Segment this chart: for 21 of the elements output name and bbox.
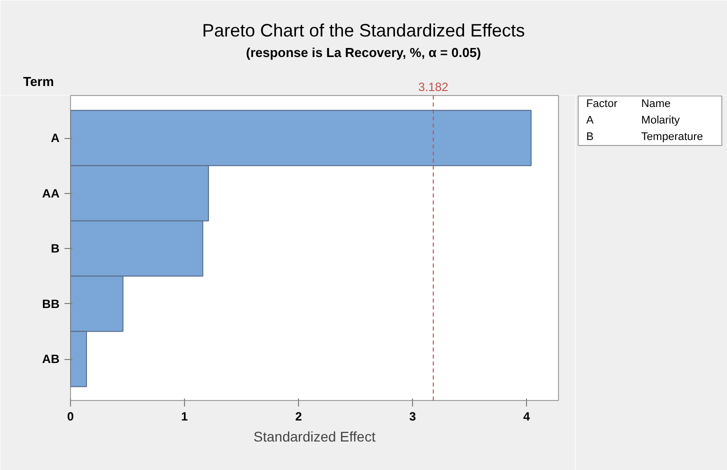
chart-subtitle: (response is La Recovery, %, α = 0.05) (246, 45, 481, 60)
x-axis-title: Standardized Effect (254, 428, 376, 444)
y-axis-title: Term (23, 74, 54, 89)
y-tick-label: A (50, 131, 60, 146)
text: A (586, 114, 594, 126)
y-tick-label: AB (42, 352, 60, 366)
x-tick-label: 2 (295, 410, 302, 424)
x-tick-label: 3 (409, 410, 416, 424)
y-tick-label: BB (42, 296, 60, 311)
y-tick-label: AA (42, 186, 60, 200)
chart-title: Pareto Chart of the Standardized Effects (202, 20, 525, 40)
text: B (586, 131, 594, 144)
text: Temperature (641, 131, 704, 144)
y-tick-label: B (50, 242, 60, 256)
text: Molarity (641, 114, 680, 126)
text: Factor (586, 98, 618, 110)
x-tick-label: 0 (67, 410, 74, 424)
ref-line-label: 3.182 (418, 80, 449, 94)
text: Name (641, 98, 671, 110)
x-tick-label: 4 (523, 410, 530, 424)
x-tick-label: 1 (181, 410, 188, 424)
